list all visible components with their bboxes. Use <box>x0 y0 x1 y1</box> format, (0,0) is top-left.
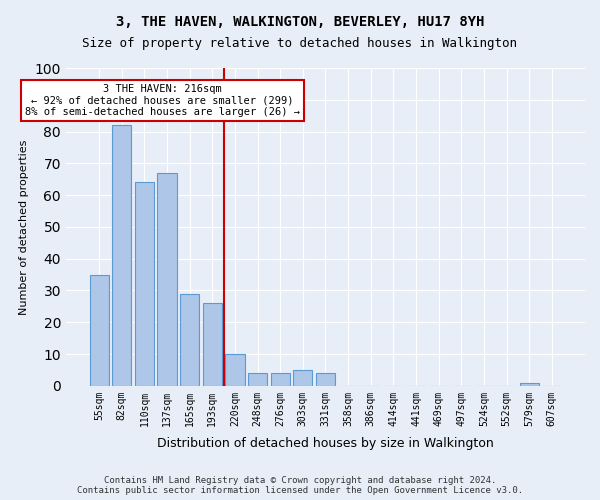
Bar <box>112 125 131 386</box>
Text: 3, THE HAVEN, WALKINGTON, BEVERLEY, HU17 8YH: 3, THE HAVEN, WALKINGTON, BEVERLEY, HU17… <box>116 15 484 29</box>
Bar <box>89 274 109 386</box>
Bar <box>520 382 539 386</box>
Bar <box>316 373 335 386</box>
Bar <box>293 370 313 386</box>
Bar <box>135 182 154 386</box>
Bar <box>203 303 222 386</box>
Text: Size of property relative to detached houses in Walkington: Size of property relative to detached ho… <box>83 38 517 51</box>
Bar <box>271 373 290 386</box>
Text: Contains HM Land Registry data © Crown copyright and database right 2024.
Contai: Contains HM Land Registry data © Crown c… <box>77 476 523 495</box>
X-axis label: Distribution of detached houses by size in Walkington: Distribution of detached houses by size … <box>157 437 494 450</box>
Bar <box>180 294 199 386</box>
Text: 3 THE HAVEN: 216sqm
← 92% of detached houses are smaller (299)
8% of semi-detach: 3 THE HAVEN: 216sqm ← 92% of detached ho… <box>25 84 300 117</box>
Bar <box>226 354 245 386</box>
Y-axis label: Number of detached properties: Number of detached properties <box>19 139 29 314</box>
Bar <box>157 173 176 386</box>
Bar <box>248 373 267 386</box>
